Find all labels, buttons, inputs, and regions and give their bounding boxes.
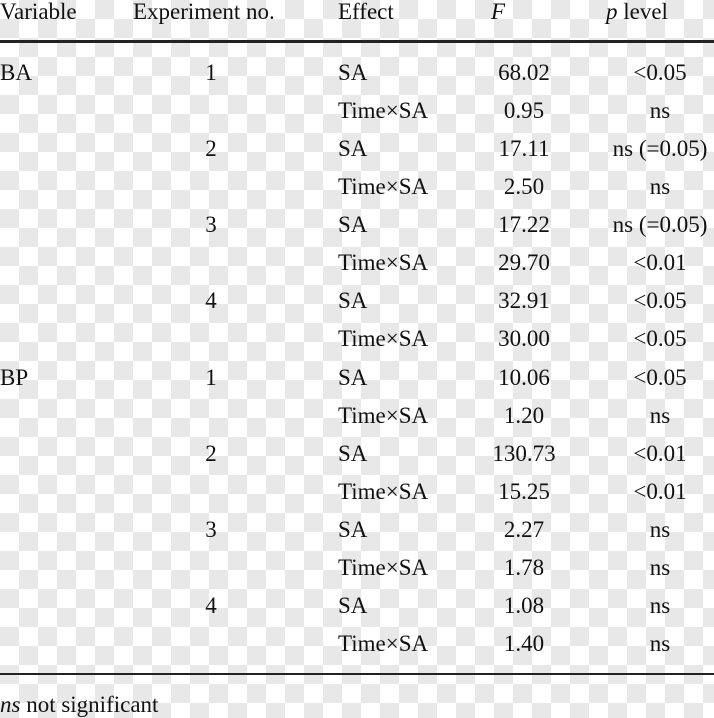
header-symbol: F [491,0,506,24]
f-cell: 2.27 [503,516,545,542]
p-cell: ns [649,631,671,657]
header-cell: Variable [0,0,77,24]
f-cell: 17.11 [498,136,550,162]
footnote-abbr: ns [0,692,21,717]
f-cell: 10.06 [498,364,550,390]
p-cell: ns (=0.05) [612,212,708,238]
experiment-cell: 1 [205,60,217,85]
header-cell: Experiment no. [133,0,275,24]
footnote-text: not significant [26,692,159,717]
variable-cell: BA [0,60,32,85]
p-cell: ns [649,592,671,618]
effect-cell: Time×SA [338,554,429,580]
header-text: level [623,0,668,24]
f-cell: 32.91 [498,288,550,314]
f-cell: 1.08 [503,592,545,618]
effect-cell: Time×SA [338,250,429,276]
p-cell: ns (=0.05) [612,136,708,162]
effect-cell: Time×SA [338,402,429,428]
f-cell: 15.25 [498,478,550,504]
p-cell: <0.01 [633,440,687,466]
p-cell: ns [649,174,671,200]
p-cell: ns [649,516,671,542]
effect-cell: Time×SA [338,326,429,352]
experiment-cell: 4 [205,592,217,618]
f-cell: 0.95 [503,98,545,124]
p-cell: <0.05 [633,60,687,85]
variable-cell: BP [0,364,29,390]
header-cell: Effect [338,0,394,24]
f-cell: 2.50 [503,174,545,200]
experiment-cell: 4 [205,288,217,314]
p-cell: <0.05 [633,364,687,390]
effect-cell: SA [338,288,368,314]
effect-cell: SA [338,440,368,466]
experiment-cell: 1 [205,364,217,390]
effect-cell: SA [338,60,368,85]
f-cell: 68.02 [498,60,550,85]
experiment-cell: 3 [205,516,217,542]
f-cell: 17.22 [498,212,550,238]
p-cell: <0.05 [633,288,687,314]
effect-cell: Time×SA [338,631,429,657]
experiment-cell: 2 [205,440,217,466]
header-cell: F [491,0,505,25]
effect-cell: SA [338,516,368,542]
experiment-cell: 3 [205,212,217,238]
experiment-cell: 2 [205,136,217,162]
f-cell: 1.78 [503,554,545,580]
bottom-rule [0,673,714,675]
p-cell: ns [649,98,671,124]
effect-cell: Time×SA [338,478,429,504]
f-cell: 30.00 [498,326,550,352]
header-rule [0,40,714,43]
f-cell: 130.73 [492,440,556,466]
effect-cell: SA [338,592,368,618]
f-cell: 1.20 [503,402,545,428]
p-cell: ns [649,402,671,428]
effect-cell: SA [338,136,368,162]
footnote: ns not significant [0,692,158,718]
effect-cell: Time×SA [338,174,429,200]
p-cell: <0.01 [633,250,687,276]
effect-cell: Time×SA [338,98,429,124]
f-cell: 29.70 [498,250,550,276]
p-cell: <0.05 [633,326,687,352]
p-cell: <0.01 [633,478,687,504]
effect-cell: SA [338,364,368,390]
p-cell: ns [649,554,671,580]
header-symbol: p [606,0,618,24]
effect-cell: SA [338,212,368,238]
header-cell: p level [606,0,668,25]
f-cell: 1.40 [503,631,545,657]
